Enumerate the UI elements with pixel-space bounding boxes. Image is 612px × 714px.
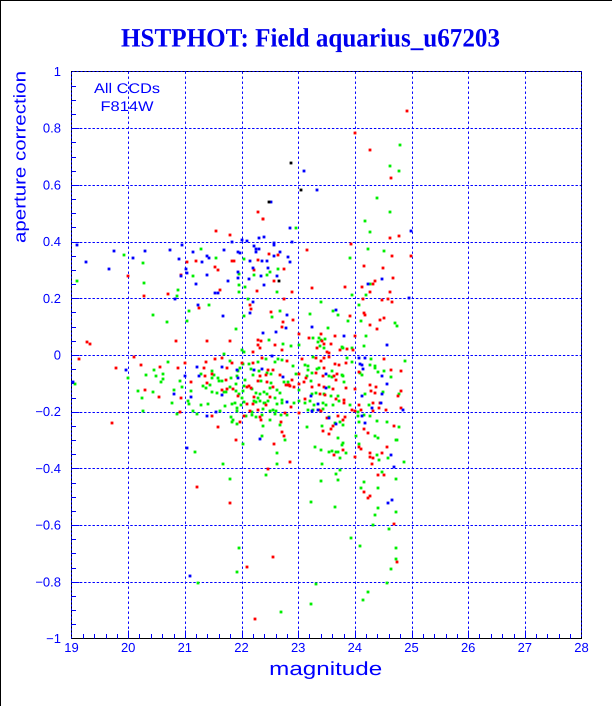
svg-text:−1: −1 — [46, 631, 61, 646]
svg-text:F814W: F814W — [101, 98, 155, 114]
svg-text:26: 26 — [461, 640, 475, 655]
svg-text:−0.8: −0.8 — [35, 574, 61, 589]
svg-text:23: 23 — [291, 640, 305, 655]
svg-text:20: 20 — [121, 640, 135, 655]
svg-text:aperture correction: aperture correction — [11, 71, 30, 243]
svg-text:−0.2: −0.2 — [35, 404, 61, 419]
svg-text:21: 21 — [178, 640, 192, 655]
svg-text:24: 24 — [348, 640, 362, 655]
svg-text:22: 22 — [234, 640, 248, 655]
svg-text:−0.4: −0.4 — [35, 461, 61, 476]
svg-text:HSTPHOT: Field aquarius_u67203: HSTPHOT: Field aquarius_u67203 — [121, 23, 500, 53]
svg-text:0.2: 0.2 — [43, 291, 61, 306]
svg-text:19: 19 — [64, 640, 78, 655]
svg-text:−0.6: −0.6 — [35, 518, 61, 533]
svg-text:0.8: 0.8 — [43, 121, 61, 136]
svg-text:25: 25 — [404, 640, 418, 655]
svg-text:All CCDs: All CCDs — [94, 80, 160, 96]
svg-text:27: 27 — [518, 640, 532, 655]
svg-text:0.6: 0.6 — [43, 177, 61, 192]
svg-text:0: 0 — [54, 348, 61, 363]
svg-text:1: 1 — [54, 64, 61, 79]
svg-text:0.4: 0.4 — [43, 234, 61, 249]
svg-text:28: 28 — [574, 640, 588, 655]
svg-text:magnitude: magnitude — [269, 659, 382, 680]
